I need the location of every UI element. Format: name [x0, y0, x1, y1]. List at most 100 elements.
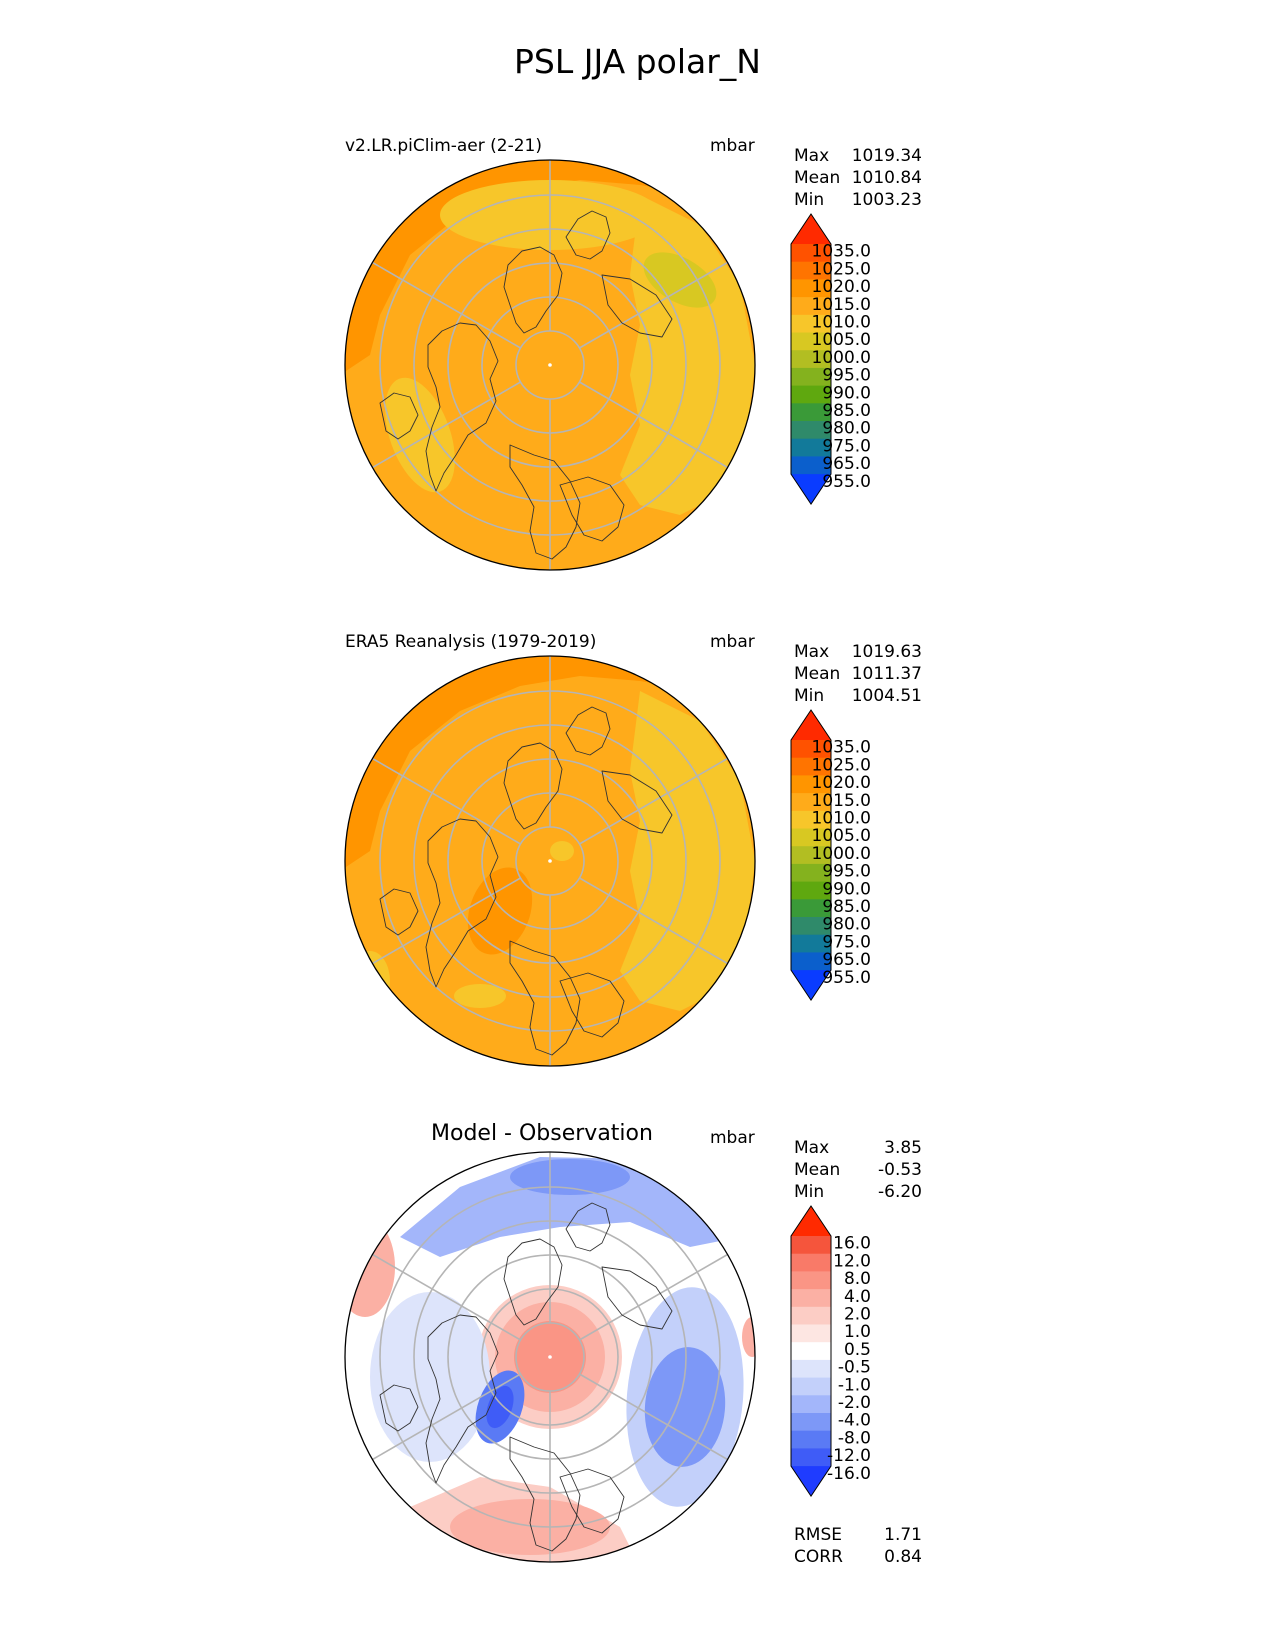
coastline — [425, 322, 499, 492]
colorbar-tick-label: 985.0 — [822, 897, 871, 917]
colorbar-tick-label: 0.5 — [844, 1340, 871, 1360]
colorbar-segment — [791, 828, 831, 847]
colorbar-tick-label: -2.0 — [838, 1393, 871, 1413]
stat-min: Min 1003.23 — [794, 189, 922, 211]
map-boundary — [344, 1151, 756, 1563]
colorbar-tick-label: 965.0 — [822, 454, 871, 474]
corr-value: 0.84 — [884, 1547, 922, 1567]
panel-title: v2.LR.piClim-aer (2-21) — [345, 136, 543, 156]
field-low-region — [620, 691, 755, 1011]
panel-observation: ERA5 Reanalysis (1979-2019) mbar Max 1019… — [0, 626, 1275, 1106]
panel-model: v2.LR.piClim-aer (2-21) mbar Max 1019.34 … — [0, 130, 1275, 610]
colorbar-tick-label: 1035.0 — [812, 242, 871, 262]
colorbar-tick-label: 955.0 — [822, 472, 871, 492]
graticule-meridian — [579, 1253, 728, 1341]
polar-map — [344, 655, 756, 1067]
colorbar-segment — [791, 1271, 831, 1290]
graticule-meridian — [579, 757, 728, 845]
colorbar-segment — [791, 244, 831, 263]
coastline — [503, 1238, 563, 1326]
field-negative-region — [400, 1157, 740, 1257]
colorbar-extend-bottom — [791, 970, 831, 1001]
polar-map — [344, 1151, 756, 1563]
colorbar-tick-label: 1025.0 — [812, 259, 871, 279]
stat-label: Max — [794, 642, 830, 662]
colorbar-tick-label: -8.0 — [838, 1428, 871, 1448]
colorbar-segment — [791, 846, 831, 865]
units-label: mbar — [710, 1128, 755, 1148]
stats-block: Max 3.85 Mean -0.53 Min -6.20 — [794, 1137, 922, 1203]
colorbar-segment — [791, 1253, 831, 1272]
colorbar-segment — [791, 863, 831, 883]
colorbar-segment — [791, 757, 831, 776]
colorbar-segment — [791, 350, 831, 369]
colorbar-tick-label: 1015.0 — [812, 791, 871, 811]
colorbar-segment — [791, 456, 831, 475]
stat-mean: Mean 1011.37 — [794, 663, 922, 685]
coastline — [559, 476, 625, 542]
colorbar-tick-label: 1.0 — [844, 1322, 871, 1342]
colorbar-segment — [791, 775, 831, 794]
colorbar-segment — [791, 1448, 831, 1467]
graticule-meridian — [372, 261, 521, 349]
map-boundary — [344, 655, 756, 1067]
map-boundary — [344, 159, 756, 571]
colorbar-segment — [791, 793, 831, 812]
colorbar-tick-label: -16.0 — [827, 1464, 871, 1484]
figure-title: PSL JJA polar_N — [514, 42, 761, 81]
stat-min: Min 1004.51 — [794, 685, 922, 707]
colorbar-segment — [791, 1395, 831, 1414]
graticule-meridian — [579, 381, 728, 469]
corr-label: CORR — [794, 1547, 843, 1567]
colorbar-segment — [791, 899, 831, 918]
field-low-region — [385, 377, 455, 493]
stat-mean: Mean 1010.84 — [794, 167, 922, 189]
stat-mean: Mean -0.53 — [794, 1159, 922, 1181]
colorbar-outline — [790, 213, 832, 506]
pole-marker — [548, 1355, 552, 1359]
colorbar-tick-label: 1035.0 — [812, 738, 871, 758]
coastline — [559, 972, 625, 1038]
colorbar-tick-label: 955.0 — [822, 968, 871, 988]
colorbar-segment — [791, 1430, 831, 1449]
colorbar-segment — [791, 1342, 831, 1361]
units-label: mbar — [710, 136, 755, 156]
stat-label: Max — [794, 146, 830, 166]
graticule-meridian — [579, 261, 728, 349]
panel-title: Model - Observation — [431, 1121, 653, 1146]
field-high-region — [467, 867, 533, 955]
colorbar-segment — [791, 261, 831, 280]
stat-label: Mean — [794, 664, 841, 684]
colorbar-segment — [791, 1289, 831, 1308]
corr-row: CORR 0.84 — [794, 1546, 922, 1568]
coastline — [601, 770, 673, 834]
colorbar-segment — [791, 1359, 831, 1379]
colorbar-segment — [791, 314, 831, 333]
colorbar-tick-label: 1010.0 — [812, 313, 871, 333]
colorbar-segment — [791, 1306, 831, 1325]
colorbar-tick-label: 965.0 — [822, 950, 871, 970]
colorbar-tick-label: -1.0 — [838, 1375, 871, 1395]
colorbar-tick-label: 975.0 — [822, 436, 871, 456]
stat-label: Min — [794, 686, 825, 706]
field-low-region — [550, 841, 574, 861]
graticule-meridian — [579, 877, 728, 965]
stat-value: 1011.37 — [851, 664, 922, 684]
coastline — [565, 210, 611, 260]
coastline — [379, 888, 419, 936]
colorbar-segment — [791, 403, 831, 422]
coastline — [509, 940, 581, 1056]
colorbar-tick-label: 2.0 — [844, 1305, 871, 1325]
colorbar-tick-label: 985.0 — [822, 401, 871, 421]
field-low-region — [643, 252, 717, 308]
field-low-region — [454, 984, 506, 1008]
colorbar-tick-label: 1005.0 — [812, 826, 871, 846]
colorbar: 1035.01025.01020.01015.01010.01005.01000… — [790, 709, 871, 1002]
colorbar-segment — [791, 1324, 831, 1343]
coastline — [379, 1384, 419, 1432]
field-negative-region — [510, 1159, 630, 1195]
colorbar-tick-label: 8.0 — [844, 1269, 871, 1289]
colorbar-segment — [791, 810, 831, 829]
stat-value: 3.85 — [884, 1138, 922, 1158]
skill-scores: RMSE 1.71 CORR 0.84 — [794, 1524, 922, 1568]
